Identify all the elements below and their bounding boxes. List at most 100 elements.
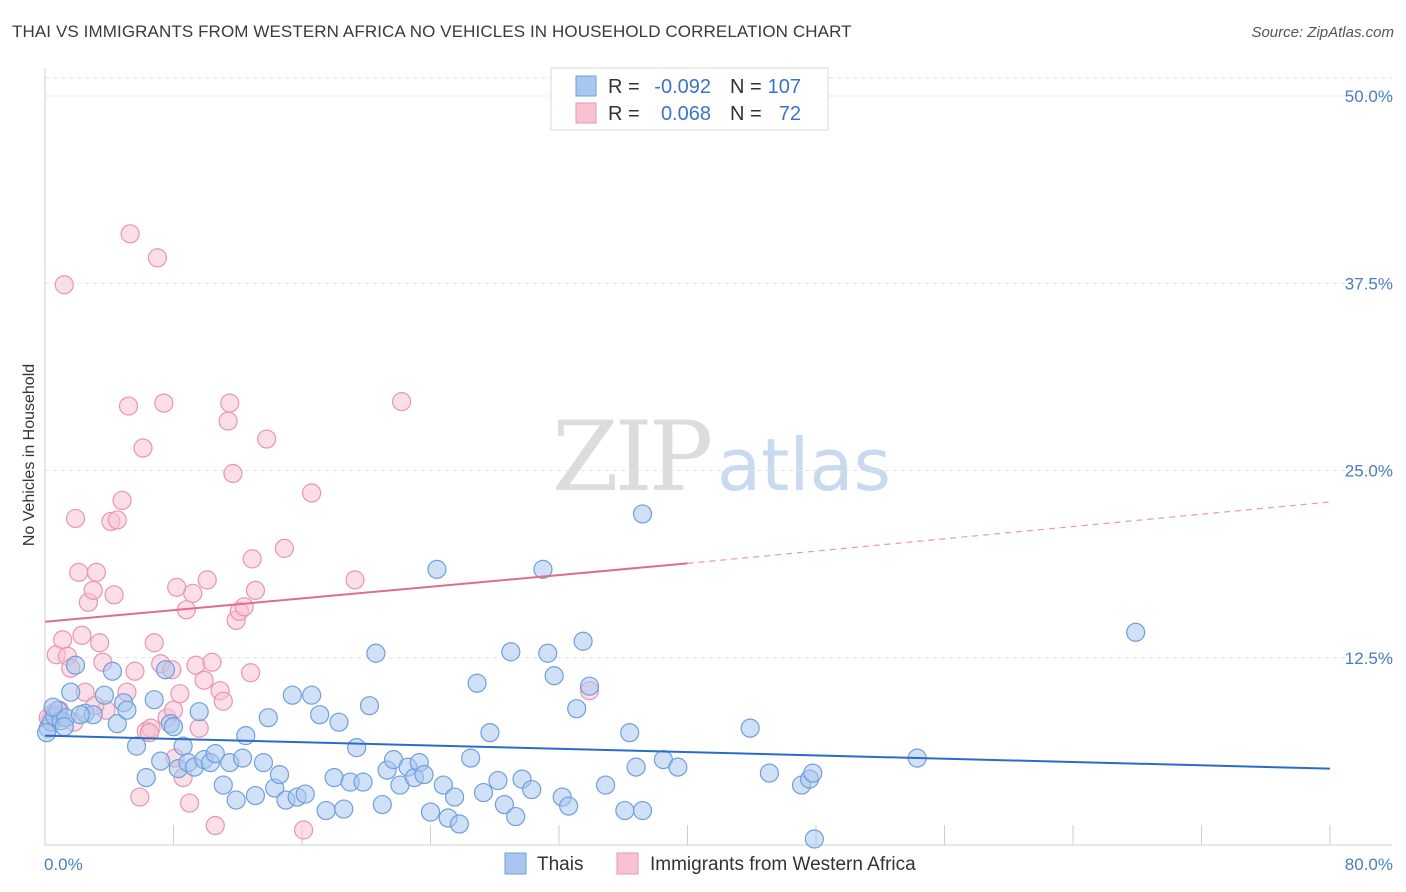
legend-n-label-western-africa: N = bbox=[730, 103, 762, 125]
thais-point-71 bbox=[473, 782, 494, 803]
legend-r-label-thais: R = bbox=[608, 76, 640, 98]
thais-point-12 bbox=[107, 714, 127, 734]
thais-point-55 bbox=[372, 794, 392, 815]
western-africa-point-63 bbox=[294, 820, 314, 840]
legend-n-label-thais: N = bbox=[730, 76, 762, 98]
thais-point-80 bbox=[538, 643, 558, 663]
western-africa-point-45 bbox=[189, 718, 209, 738]
thais-point-105 bbox=[54, 717, 74, 737]
series-legend-swatch-western-africa bbox=[616, 852, 639, 875]
western-africa-point-34 bbox=[154, 393, 174, 413]
thais-point-37 bbox=[258, 708, 278, 728]
western-africa-point-64 bbox=[302, 483, 322, 503]
x-tick-label-0: 0.0% bbox=[44, 855, 83, 874]
western-africa-point-10 bbox=[69, 562, 89, 582]
trend-lines bbox=[44, 501, 1331, 770]
thais-point-72 bbox=[480, 723, 500, 743]
thais-point-95 bbox=[740, 718, 760, 738]
thais-point-81 bbox=[544, 666, 564, 686]
thais-point-29 bbox=[205, 744, 225, 764]
thais-point-32 bbox=[226, 790, 246, 810]
western-africa-point-28 bbox=[133, 438, 153, 458]
western-africa-point-4 bbox=[53, 630, 73, 650]
thais-point-63 bbox=[420, 802, 441, 822]
y-axis-label: No Vehicles in Household bbox=[21, 364, 38, 546]
thais-point-99 bbox=[803, 763, 823, 783]
thais-point-36 bbox=[253, 753, 274, 773]
western-africa-point-31 bbox=[144, 633, 164, 653]
thais-point-75 bbox=[501, 642, 521, 662]
legend-r-value-western-africa: 0.068 bbox=[661, 103, 711, 125]
thais-point-44 bbox=[302, 685, 322, 705]
legend-box bbox=[550, 67, 829, 131]
thais-point-94 bbox=[668, 757, 688, 777]
thais-point-74 bbox=[494, 794, 514, 815]
western-africa-point-43 bbox=[183, 583, 203, 603]
thais-point-87 bbox=[595, 775, 616, 795]
thais-point-18 bbox=[151, 751, 171, 771]
x-tick-labels: 0.0% 80.0% bbox=[44, 855, 1393, 874]
thais-point-35 bbox=[245, 785, 266, 806]
series-thais-points bbox=[37, 504, 1146, 849]
thais-point-102 bbox=[1126, 622, 1146, 642]
western-africa-point-53 bbox=[220, 393, 240, 413]
western-africa-point-22 bbox=[112, 490, 132, 511]
western-africa-point-9 bbox=[65, 508, 86, 529]
thais-point-100 bbox=[804, 829, 824, 849]
thais-point-47 bbox=[324, 767, 344, 788]
thais-point-91 bbox=[632, 800, 653, 821]
thais-point-17 bbox=[144, 690, 164, 710]
series-legend-label-western-africa: Immigrants from Western Africa bbox=[650, 854, 916, 875]
watermark-zip: ZIP bbox=[552, 401, 711, 513]
thais-point-39 bbox=[269, 764, 290, 785]
thais-point-68 bbox=[449, 814, 470, 834]
thais-point-67 bbox=[444, 787, 465, 807]
western-africa-point-42 bbox=[179, 793, 200, 813]
western-africa-point-24 bbox=[118, 396, 139, 416]
thais-point-7 bbox=[65, 655, 86, 675]
y-tick-label-0: 12.5% bbox=[1345, 649, 1393, 668]
thais-point-19 bbox=[155, 660, 176, 680]
legend-swatch-western-africa bbox=[575, 102, 597, 124]
thais-point-70 bbox=[467, 673, 487, 693]
western-africa-point-48 bbox=[202, 652, 222, 672]
thais-point-10 bbox=[94, 685, 115, 705]
thais-point-73 bbox=[488, 770, 508, 791]
western-africa-point-27 bbox=[130, 787, 150, 807]
western-africa-point-5 bbox=[54, 275, 74, 295]
thais-point-52 bbox=[353, 772, 373, 792]
legend-n-value-thais: 107 bbox=[768, 76, 801, 98]
western-africa-point-26 bbox=[125, 661, 145, 681]
western-africa-point-66 bbox=[391, 391, 412, 412]
thais-point-51 bbox=[347, 738, 367, 758]
thais-point-26 bbox=[189, 702, 209, 722]
thais-point-21 bbox=[163, 717, 184, 737]
thais-point-62 bbox=[414, 764, 434, 785]
thais-point-106 bbox=[70, 705, 90, 725]
western-africa-point-52 bbox=[218, 411, 238, 431]
thais-point-48 bbox=[329, 712, 349, 732]
thais-point-65 bbox=[433, 775, 453, 795]
western-africa-point-62 bbox=[274, 538, 294, 558]
thais-point-103 bbox=[37, 723, 57, 743]
thais-point-6 bbox=[61, 682, 81, 702]
thais-point-49 bbox=[334, 799, 354, 819]
thais-point-84 bbox=[567, 699, 587, 719]
chart-title: THAI VS IMMIGRANTS FROM WESTERN AFRICA N… bbox=[12, 22, 852, 41]
legend-n-value-western-africa: 72 bbox=[779, 103, 801, 125]
thais-point-43 bbox=[295, 784, 315, 804]
thais-trend-line bbox=[44, 734, 1331, 770]
series-western-africa-points bbox=[38, 224, 600, 840]
y-tick-label-3: 50.0% bbox=[1345, 87, 1393, 106]
thais-point-69 bbox=[461, 748, 481, 768]
thais-point-53 bbox=[359, 696, 380, 716]
thais-point-30 bbox=[213, 775, 233, 795]
source-credit: Source: ZipAtlas.com bbox=[1251, 24, 1394, 41]
western-africa-point-15 bbox=[86, 562, 107, 582]
western-africa-point-59 bbox=[242, 549, 262, 569]
thais-point-96 bbox=[759, 763, 780, 783]
western-africa-point-61 bbox=[257, 429, 277, 449]
thais-point-54 bbox=[366, 643, 386, 663]
thais-point-45 bbox=[310, 705, 330, 725]
western-africa-point-16 bbox=[90, 633, 110, 653]
